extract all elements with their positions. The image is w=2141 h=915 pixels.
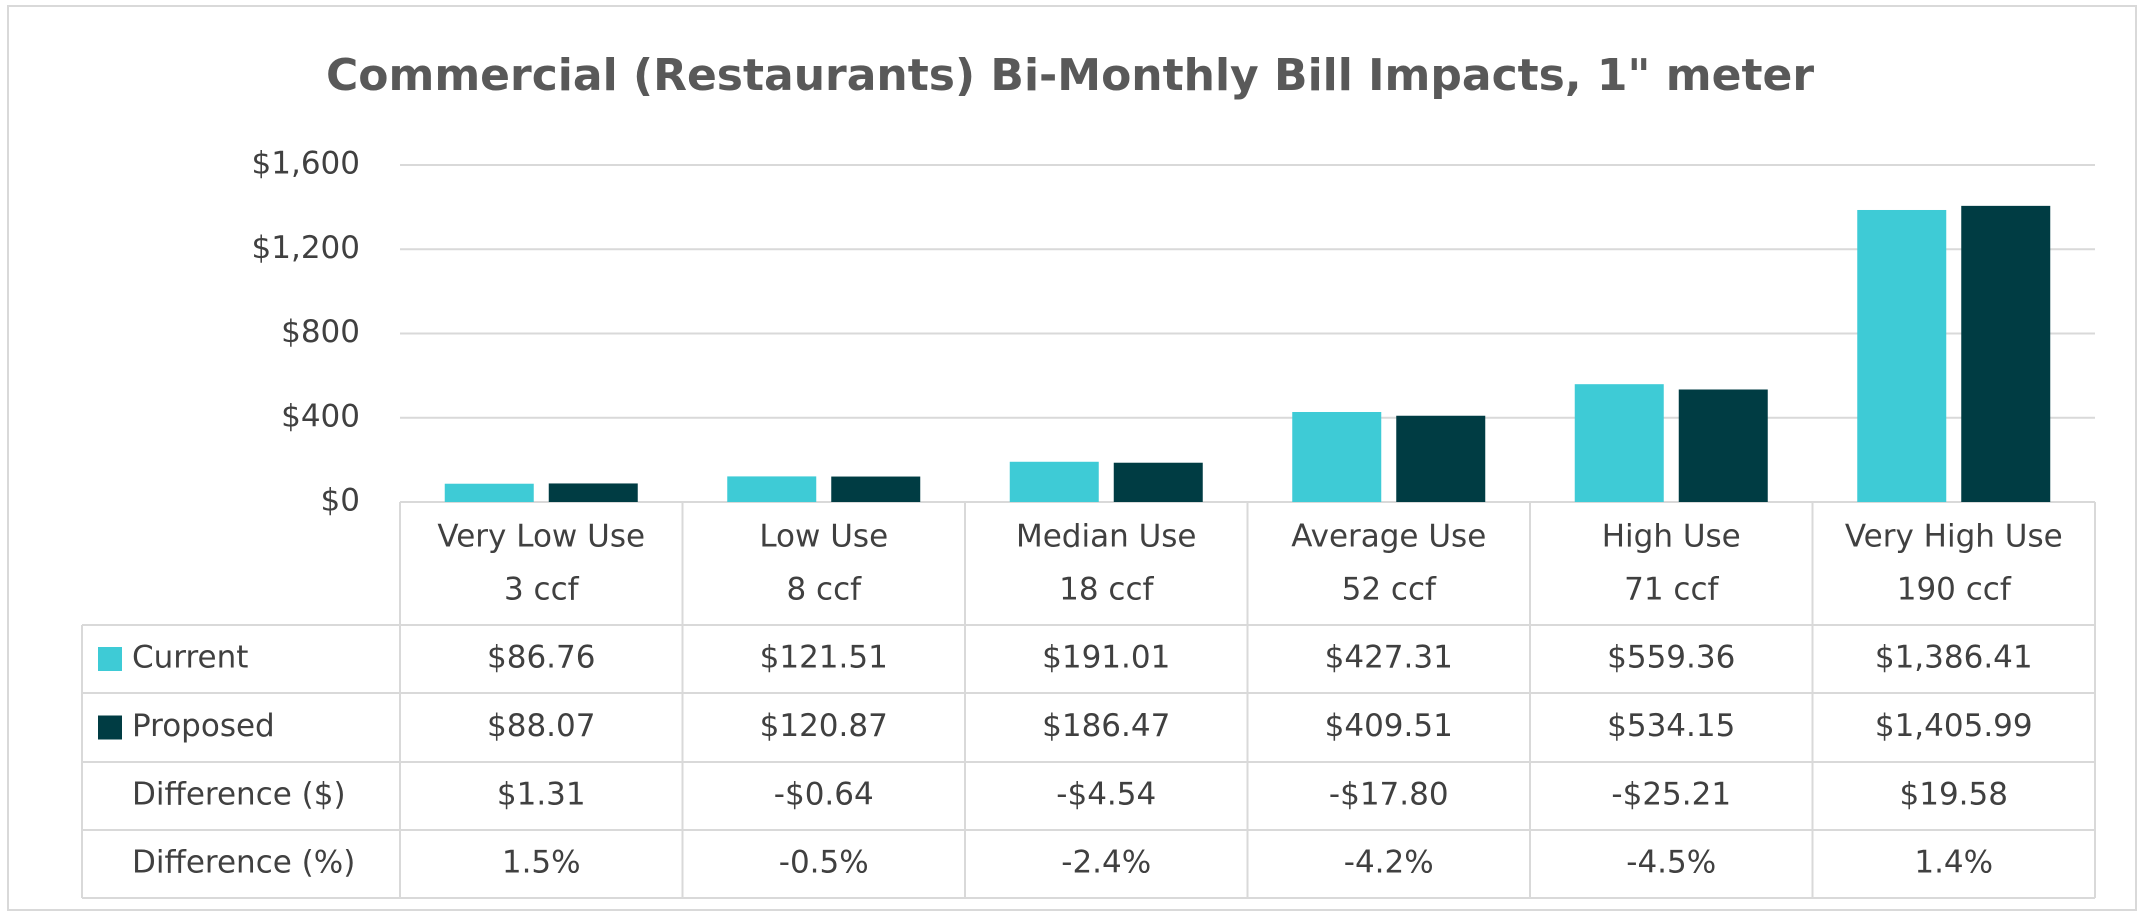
x-tick-sublabel: 3 ccf <box>504 572 580 608</box>
y-tick-label: $0 <box>321 483 360 519</box>
table-cell: -4.2% <box>1344 845 1434 881</box>
table-cell: $19.58 <box>1900 777 2008 813</box>
y-tick-label: $1,200 <box>252 230 360 266</box>
legend-label: Proposed <box>132 708 275 744</box>
data-label: $120.87 <box>760 708 888 744</box>
data-label: $427.31 <box>1325 640 1453 676</box>
table-cell: -0.5% <box>779 845 869 881</box>
data-label: $186.47 <box>1042 708 1170 744</box>
table-cell: -$4.54 <box>1056 777 1156 813</box>
x-tick-sublabel: 18 ccf <box>1059 572 1154 608</box>
x-tick-label: Average Use <box>1291 519 1486 555</box>
x-tick-label: Low Use <box>759 519 888 555</box>
data-label: $534.15 <box>1607 708 1735 744</box>
row-label: Difference (%) <box>132 845 355 881</box>
bar <box>444 483 534 502</box>
table-cell: -4.5% <box>1626 845 1716 881</box>
x-tick-label: Very Low Use <box>437 519 645 555</box>
table-cell: -2.4% <box>1061 845 1151 881</box>
x-tick-label: Median Use <box>1016 519 1197 555</box>
y-tick-label: $400 <box>281 398 360 434</box>
bar <box>1292 411 1382 502</box>
table-cell: $1.31 <box>497 777 586 813</box>
data-label: $409.51 <box>1325 708 1453 744</box>
x-tick-sublabel: 71 ccf <box>1624 572 1719 608</box>
data-label: $121.51 <box>760 640 888 676</box>
bar <box>1009 461 1099 502</box>
data-label: $191.01 <box>1042 640 1170 676</box>
data-label: $88.07 <box>487 708 595 744</box>
chart-title: Commercial (Restaurants) Bi-Monthly Bill… <box>326 50 1814 101</box>
data-label: $1,405.99 <box>1875 708 2033 744</box>
bar <box>1574 384 1664 502</box>
x-tick-sublabel: 8 ccf <box>786 572 862 608</box>
table-cell: 1.4% <box>1914 845 1993 881</box>
x-tick-label: Very High Use <box>1845 519 2063 555</box>
x-tick-sublabel: 190 ccf <box>1897 572 2012 608</box>
bar <box>1857 209 1947 502</box>
table-cell: -$25.21 <box>1611 777 1731 813</box>
bar <box>548 483 638 502</box>
legend-swatch <box>98 647 122 671</box>
legend-swatch <box>98 715 122 740</box>
bar <box>727 476 817 502</box>
bar <box>1961 205 2051 503</box>
data-label: $1,386.41 <box>1875 640 2033 676</box>
bar <box>1113 462 1203 502</box>
bar <box>1678 389 1768 502</box>
data-label: $86.76 <box>487 640 595 676</box>
row-label: Difference ($) <box>132 777 346 813</box>
legend-label: Current <box>132 640 248 676</box>
data-label: $559.36 <box>1607 640 1735 676</box>
table-cell: -$17.80 <box>1329 777 1449 813</box>
bar <box>831 476 921 502</box>
y-tick-label: $1,600 <box>252 146 360 182</box>
chart-border <box>7 5 2137 911</box>
table-cell: -$0.64 <box>774 777 874 813</box>
x-tick-sublabel: 52 ccf <box>1342 572 1437 608</box>
x-tick-label: High Use <box>1602 519 1741 555</box>
bar <box>1396 415 1486 502</box>
table-cell: 1.5% <box>502 845 581 881</box>
y-tick-label: $800 <box>281 314 360 350</box>
